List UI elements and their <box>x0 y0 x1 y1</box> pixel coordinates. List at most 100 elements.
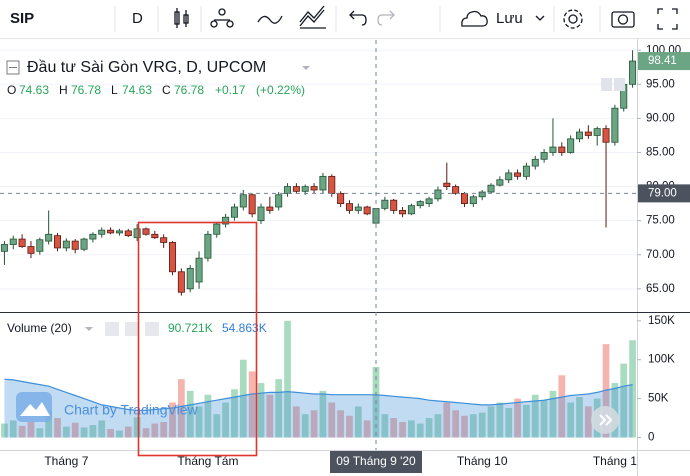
scale-button[interactable] <box>614 78 625 91</box>
candle-body <box>540 152 548 160</box>
candle-body <box>142 228 150 235</box>
candle-body <box>460 192 468 205</box>
undo-button[interactable] <box>349 10 367 26</box>
candle-body <box>310 186 318 191</box>
volume-bar <box>354 406 362 438</box>
volume-bar <box>531 394 539 438</box>
volume-bar <box>478 412 486 438</box>
grid: 65.0070.0075.0080.0085.0090.0095.00100.0… <box>0 44 681 444</box>
candle-body <box>558 146 566 153</box>
volume-bar <box>584 406 592 438</box>
candle-body <box>239 194 247 208</box>
candle-body <box>549 146 557 153</box>
candle-body <box>213 223 221 235</box>
candle-body <box>169 242 177 273</box>
legend-close: 76.78 <box>174 83 204 97</box>
save-menu-caret[interactable] <box>535 15 545 21</box>
candle-body <box>62 240 70 249</box>
y-tick-label: 95.00 <box>646 78 675 90</box>
compare-button[interactable] <box>210 8 234 28</box>
volume-bar <box>443 402 451 438</box>
volume-bar <box>408 420 415 438</box>
volume-caret[interactable] <box>85 327 93 331</box>
volume-title: Volume (20) <box>7 321 72 335</box>
candle-body <box>399 210 407 215</box>
title-caret[interactable] <box>302 66 310 70</box>
legend-open: 74.63 <box>19 83 49 97</box>
settings-button[interactable] <box>563 9 583 29</box>
y-tick-label: 65.00 <box>646 283 675 295</box>
volume-bar <box>434 414 442 438</box>
redo-button[interactable] <box>377 10 395 26</box>
fullscreen-button[interactable] <box>657 8 678 30</box>
legend-high: 76.78 <box>71 83 101 97</box>
volume-bar <box>284 320 291 438</box>
volume-bar <box>487 406 495 438</box>
scroll-to-end-button[interactable] <box>591 406 619 434</box>
volume-bar <box>27 421 35 438</box>
candle-body <box>186 267 194 290</box>
snapshot-button[interactable] <box>611 11 635 28</box>
overlay: 79.00 98.41 Tháng 7 Tháng Tám 09 Tháng 9 '20… <box>0 40 690 473</box>
templates-button[interactable] <box>299 5 326 29</box>
volume-bar <box>496 402 504 438</box>
save-button[interactable]: Lưu <box>496 10 523 27</box>
candle-body <box>275 194 283 208</box>
candle-body <box>230 206 238 218</box>
symbol[interactable]: SIP <box>10 10 34 27</box>
volume-bar <box>151 423 159 438</box>
indicators-button[interactable] <box>257 15 283 24</box>
candle-body <box>89 233 97 240</box>
volume-pane <box>1 320 636 438</box>
settings-button[interactable] <box>125 322 139 336</box>
volume-bar <box>576 397 583 438</box>
volume-bar <box>80 427 88 438</box>
volume-bar <box>266 394 274 438</box>
x-tick-label: Tháng 1 <box>593 454 637 468</box>
candle-body <box>407 205 415 215</box>
volume-bar <box>1 423 8 438</box>
candle-body <box>107 229 115 234</box>
candle-body <box>416 201 424 207</box>
x-tick-label: Tháng 7 <box>44 454 88 468</box>
volume-bar <box>231 389 238 438</box>
watermark-logo <box>16 392 52 422</box>
volume-bar <box>204 394 212 438</box>
last-price-label: 98.41 <box>648 55 677 67</box>
remove-button[interactable] <box>145 322 159 336</box>
volume-bar <box>363 420 371 438</box>
cloud-icon <box>461 10 488 27</box>
crosshair-date-label: 09 Tháng 9 '20 <box>336 454 416 468</box>
candle-body <box>354 206 362 211</box>
hide-button[interactable] <box>105 322 119 336</box>
volume-bar <box>222 402 229 438</box>
candle-body <box>301 186 309 192</box>
candle-style-button[interactable] <box>174 8 189 28</box>
volume-bar <box>9 420 17 438</box>
volume-bar <box>452 410 459 438</box>
volume-bar <box>540 400 548 438</box>
candle-body <box>381 199 389 209</box>
volume-bar <box>186 390 194 438</box>
candle-body <box>98 229 106 235</box>
candle-body <box>266 206 274 211</box>
volume-bar <box>107 428 114 438</box>
x-tick-label: Tháng Tám <box>177 454 238 468</box>
volume-bar <box>178 379 185 438</box>
legend-low: 74.63 <box>122 83 152 97</box>
y-tick-label: 100K <box>648 354 675 366</box>
volume-bar <box>390 418 398 438</box>
volume-ma-legend-value: 54.863K <box>222 321 267 335</box>
volume-bar <box>310 410 318 438</box>
last-price-box <box>638 52 690 71</box>
scale-button[interactable] <box>601 78 612 91</box>
volume-bar <box>399 421 406 438</box>
candle-body <box>611 107 619 143</box>
candle-body <box>36 239 44 252</box>
volume-bar <box>301 414 309 438</box>
candle-body <box>27 246 35 254</box>
interval[interactable]: D <box>132 10 143 27</box>
volume-bar <box>558 375 566 438</box>
candle-body <box>133 228 141 239</box>
